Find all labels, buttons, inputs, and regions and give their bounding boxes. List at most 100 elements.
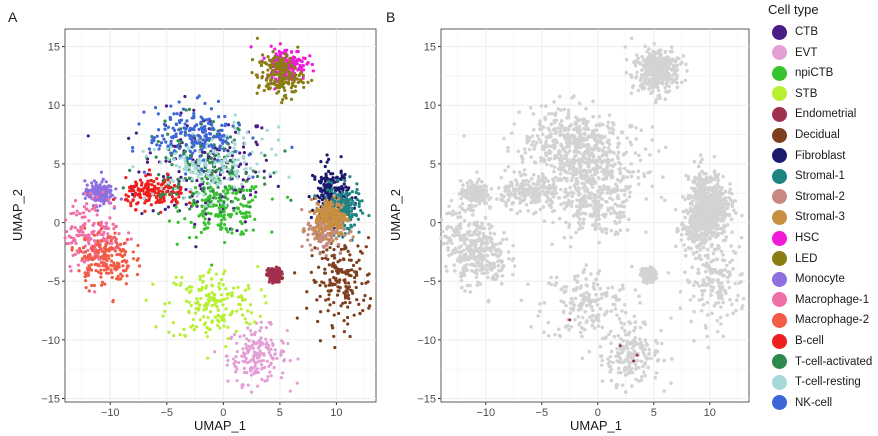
cell-point — [174, 275, 178, 280]
cell-point-background — [734, 308, 738, 313]
cell-point — [99, 186, 103, 190]
cell-point — [282, 76, 287, 80]
cell-point — [208, 161, 212, 165]
cell-point — [204, 330, 208, 335]
cell-point-background — [718, 226, 723, 231]
cell-point-background — [708, 269, 712, 273]
cell-point-background — [633, 325, 638, 330]
cell-point — [172, 112, 176, 116]
cell-point-background — [701, 280, 706, 285]
cell-point — [198, 154, 202, 158]
cell-point — [269, 63, 273, 67]
cell-point — [255, 36, 260, 40]
cell-point-background — [546, 320, 551, 325]
cell-point — [206, 199, 211, 203]
cell-point — [218, 326, 222, 330]
cell-point-background — [683, 270, 687, 275]
cell-point — [169, 142, 173, 146]
cell-point — [327, 179, 331, 184]
cell-point-background — [580, 356, 585, 360]
cell-point — [98, 243, 102, 248]
cell-point-background — [693, 193, 698, 198]
cell-point — [244, 167, 248, 171]
cell-point — [83, 236, 87, 240]
cell-point-background — [542, 330, 546, 335]
cell-point-background — [622, 193, 627, 197]
cell-point — [215, 182, 219, 187]
cell-point — [280, 276, 285, 280]
cell-point — [184, 287, 188, 292]
cell-point — [315, 298, 319, 302]
cell-point — [83, 250, 88, 254]
cell-point — [101, 190, 105, 194]
cell-point — [331, 239, 335, 243]
cell-point — [166, 205, 171, 209]
cell-point — [318, 294, 322, 299]
cell-point-background — [718, 268, 722, 273]
cell-point — [236, 198, 240, 202]
cell-point-background — [697, 253, 702, 258]
cell-point-background — [730, 202, 735, 206]
cell-point — [325, 241, 329, 246]
cell-point-background — [730, 302, 734, 307]
cell-point — [339, 155, 343, 159]
cell-point — [118, 247, 122, 251]
cell-point — [69, 241, 74, 245]
cell-point — [220, 128, 224, 132]
cell-point — [85, 183, 89, 187]
cell-point — [320, 228, 324, 232]
y-tick-label: −10 — [41, 335, 60, 347]
cell-point — [150, 189, 154, 193]
cell-point — [147, 195, 151, 199]
cell-point-background — [700, 169, 704, 174]
cell-point — [203, 101, 207, 105]
cell-point — [295, 62, 299, 66]
cell-point — [203, 321, 208, 325]
cell-point — [194, 306, 198, 311]
cell-point — [69, 227, 73, 231]
cell-point-background — [613, 202, 618, 207]
cell-point — [196, 133, 200, 137]
cell-point — [206, 121, 211, 125]
cell-point — [216, 308, 220, 312]
cell-point — [235, 309, 239, 313]
cell-point — [199, 296, 203, 301]
cell-point-background — [584, 263, 589, 267]
cell-point — [179, 175, 183, 179]
cell-point — [230, 294, 234, 298]
cell-point — [233, 169, 238, 173]
cell-point — [153, 187, 157, 191]
cell-point — [319, 175, 323, 179]
cell-point — [165, 190, 169, 194]
cell-point — [265, 359, 269, 363]
cell-point-background — [613, 211, 618, 216]
cell-point — [193, 311, 198, 315]
cell-point — [342, 330, 346, 334]
cell-point — [115, 261, 120, 265]
cell-point — [105, 185, 109, 189]
cell-point — [256, 370, 260, 375]
cell-point — [225, 363, 229, 367]
cell-point — [226, 177, 231, 181]
cell-point-background — [697, 174, 702, 178]
cell-point-background — [519, 298, 524, 303]
cell-point-background — [579, 284, 583, 288]
cell-point — [221, 283, 225, 287]
cell-point-background — [559, 299, 563, 303]
cell-point — [328, 245, 332, 250]
cell-point-background — [561, 310, 566, 315]
cell-point — [258, 329, 262, 333]
cell-point — [334, 236, 338, 240]
cell-point-background — [735, 298, 739, 303]
cell-point — [96, 262, 100, 267]
cell-point — [217, 155, 221, 159]
cell-point-background — [711, 285, 716, 290]
cell-point-background — [692, 338, 696, 343]
cell-point — [147, 147, 152, 151]
cell-point — [212, 150, 216, 154]
cell-point — [342, 175, 346, 179]
cell-point — [347, 285, 351, 289]
cell-point — [346, 281, 351, 285]
cell-point — [75, 233, 79, 237]
cell-point — [219, 277, 224, 282]
